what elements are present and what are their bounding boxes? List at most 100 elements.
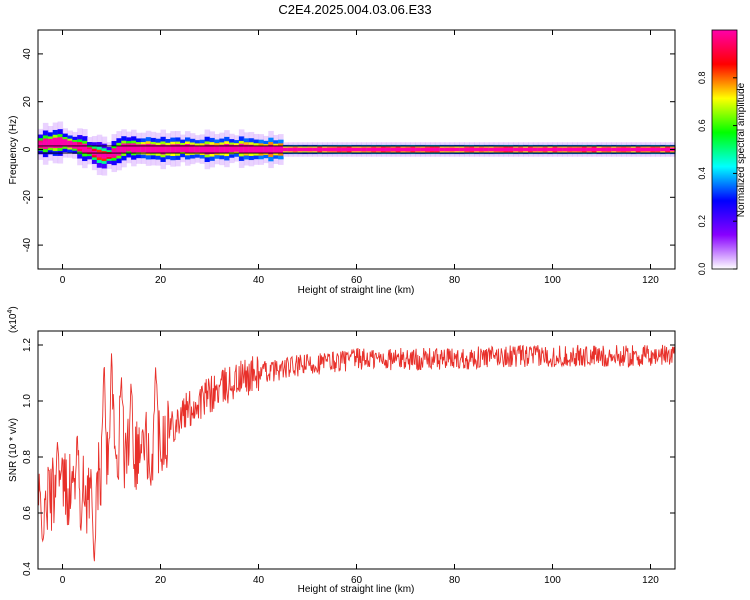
spectrogram-cell	[302, 148, 309, 151]
spectrogram-cell	[420, 148, 426, 151]
spectrogram-cell	[518, 148, 524, 151]
snr-xtick-label: 0	[60, 575, 66, 586]
spectrogram-cell	[165, 147, 171, 152]
snr-frame	[37, 330, 676, 570]
spectrogram-cell	[395, 148, 402, 151]
spectrogram-cell	[498, 148, 505, 151]
spectrogram-cell	[199, 147, 206, 152]
snr-ytick-label: 0.6	[22, 506, 33, 520]
spectrogram-cell	[67, 142, 73, 146]
spectrogram-cell	[160, 146, 166, 152]
spectrogram-cell	[361, 148, 367, 151]
spectrogram-xtick-label: 60	[351, 275, 363, 286]
spectrogram-cell	[170, 146, 176, 152]
spectrogram-xtick-label: 80	[449, 275, 461, 286]
spectrogram-cell	[572, 148, 578, 151]
spectrogram-xtick-label: 120	[642, 275, 659, 286]
spectrogram-cell	[253, 147, 260, 152]
spectrogram-cell	[508, 148, 514, 151]
spectrogram-cell	[532, 148, 539, 151]
spectrogram-cell	[366, 148, 372, 151]
spectrogram-ytick-label: 40	[22, 48, 33, 60]
spectrogram-cell	[229, 146, 235, 151]
colorbar-label: Normalized spectral amplitude	[736, 82, 747, 217]
spectrogram-cell	[439, 148, 446, 151]
spectrogram-cell	[616, 148, 622, 151]
spectrogram-cell	[581, 148, 588, 151]
figure-title: C2E4.2025.004.03.06.E33	[278, 2, 431, 17]
spectrogram-cell	[47, 141, 54, 146]
spectrogram-cell	[234, 146, 240, 151]
spectrogram-cell	[263, 147, 269, 152]
spectrogram-cell	[547, 148, 554, 151]
spectrogram-cell	[503, 148, 509, 151]
spectrogram-xtick-label: 0	[60, 275, 66, 286]
spectrogram-cell	[513, 148, 519, 151]
spectrogram-cell	[87, 148, 93, 153]
spectrogram-cell	[258, 147, 264, 152]
spectrogram-cell	[567, 148, 573, 151]
spectrogram-cell	[175, 146, 181, 151]
spectrogram-frame	[37, 29, 676, 270]
spectrogram-cell	[96, 152, 103, 158]
colorbar-tick-label: 0.6	[697, 119, 707, 132]
spectrogram-cell	[577, 148, 583, 151]
spectrogram-cell	[185, 146, 191, 151]
colorbar-tick-label: 0.8	[697, 72, 707, 85]
spectrogram-cell	[410, 148, 416, 151]
spectrogram-cell	[454, 148, 460, 151]
spectrogram-cell	[557, 148, 563, 151]
spectrogram-cell	[449, 148, 456, 151]
spectrogram-cell	[292, 148, 299, 151]
colorbar: 0.0 0.2 0.4 0.6 0.8 Normalized spectral ampl…	[697, 29, 747, 275]
spectrogram-cell	[626, 148, 632, 151]
spectrogram-cell	[483, 148, 490, 151]
spectrogram-ylabel: Frequency (Hz)	[8, 116, 19, 185]
spectrogram-cell	[341, 148, 348, 151]
spectrogram-cell	[145, 146, 152, 151]
snr-xtick-label: 80	[449, 575, 461, 586]
snr-xlabel: Height of straight line (km)	[298, 584, 415, 595]
spectrogram-cell	[297, 148, 304, 151]
spectrogram-cell	[621, 148, 627, 151]
colorbar-bar	[711, 29, 738, 270]
spectrogram-cell	[493, 148, 500, 151]
spectrogram-cell	[209, 147, 215, 152]
spectrogram-ytick-label: -20	[22, 190, 33, 205]
spectrogram-cell	[464, 148, 470, 151]
snr-ytick-label: 1.2	[22, 338, 33, 352]
spectrogram-cell	[459, 148, 465, 151]
spectrogram-cell	[278, 147, 284, 152]
spectrogram-cell	[42, 141, 49, 147]
spectrogram-cell	[474, 148, 480, 151]
spectrogram-cell	[131, 145, 137, 151]
spectrogram-cell	[126, 145, 132, 150]
spectrogram-cell	[596, 148, 603, 151]
spectrogram-cell	[591, 148, 598, 151]
spectrogram-cell	[400, 148, 407, 151]
spectrogram-cell	[660, 148, 666, 151]
spectrogram-cell	[655, 148, 661, 151]
spectrogram-cell	[238, 146, 245, 152]
spectrogram-cell	[523, 148, 529, 151]
snr-scale-close: )	[8, 306, 19, 309]
spectrogram-cell	[586, 148, 593, 151]
spectrogram-ytick-label: 0	[22, 146, 33, 152]
spectrogram-cell	[351, 148, 358, 151]
spectrogram-cell	[312, 148, 318, 151]
spectrogram-cell	[444, 148, 451, 151]
spectrogram-xtick-label: 40	[253, 275, 265, 286]
snr-ytick-label: 0.4	[22, 562, 33, 576]
spectrogram-cell	[601, 148, 607, 151]
snr-scale-exponent: 4	[7, 310, 14, 314]
spectrogram-panel: 0 20 40 60 80 100 120 -40 -20 0 20 40 Height of str…	[8, 29, 676, 296]
spectrogram-cell	[405, 148, 411, 151]
spectrogram-ytick-label: 20	[22, 96, 33, 108]
spectrogram-cell	[611, 148, 617, 151]
spectrogram-cell	[381, 148, 387, 151]
spectrogram-cell	[562, 148, 568, 151]
spectrogram-cell	[204, 146, 211, 152]
spectrogram-cell	[645, 148, 652, 151]
spectrogram-cell	[630, 148, 637, 151]
